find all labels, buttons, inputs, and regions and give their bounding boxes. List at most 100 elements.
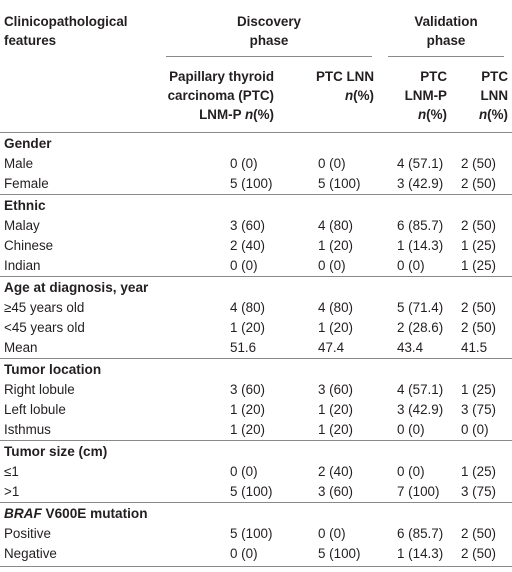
section-title: Gender (4, 136, 52, 151)
cell-value: 0 (0) (397, 422, 425, 437)
table-row: >1 5 (100) 3 (60) 7 (100) 3 (75) (0, 482, 512, 503)
row-label: Isthmus (4, 422, 51, 437)
row-label: ≤1 (4, 464, 19, 479)
cell-value: 0 (0) (158, 544, 280, 567)
cell-value: 5 (100) (318, 176, 361, 191)
cell-value: 0 (0) (461, 422, 489, 437)
section-header: BRAF V600E mutation (0, 502, 512, 524)
cell-value: 2 (50) (461, 218, 496, 233)
header-validation-lnn: PTC LNN n(%) (453, 50, 512, 133)
table-row: ≤1 0 (0) 2 (40) 0 (0) 1 (25) (0, 462, 512, 482)
cell-value: 43.4 (397, 340, 424, 355)
table-row: Left lobule 1 (20) 1 (20) 3 (42.9) 3 (75) (0, 400, 512, 420)
cell-value: 3 (42.9) (397, 402, 444, 417)
header-validation-lnmp: PTC LNM-P n(%) (380, 50, 453, 133)
row-label: Positive (4, 526, 51, 541)
header-validation-phase: Validation phase (380, 0, 512, 57)
cell-value: 0 (0) (230, 156, 258, 171)
cell-value: 4 (80) (230, 300, 265, 315)
cell-value: 2 (50) (461, 176, 496, 191)
cell-value: 1 (14.3) (380, 544, 453, 567)
table-row: Right lobule 3 (60) 3 (60) 4 (57.1) 1 (25) (0, 380, 512, 400)
header-discovery-lnmp: Papillary thyroid carcinoma (PTC) LNM-P … (158, 50, 280, 133)
header-blank (0, 50, 158, 133)
section-title: Ethnic (0, 194, 512, 216)
cell-value: 1 (25) (461, 464, 496, 479)
section-header: Tumor size (cm) (0, 440, 512, 462)
row-label: Mean (4, 340, 38, 355)
table-row: Chinese 2 (40) 1 (20) 1 (14.3) 1 (25) (0, 236, 512, 256)
row-label: Chinese (4, 238, 54, 253)
section-title: BRAF V600E mutation (0, 502, 512, 524)
cell-value: 7 (100) (397, 484, 440, 499)
section-header: Ethnic (0, 194, 512, 216)
row-label: >1 (4, 484, 20, 499)
cell-value: 3 (60) (318, 484, 353, 499)
section-title: Age at diagnosis, year (0, 276, 512, 298)
table-row: ≥45 years old 4 (80) 4 (80) 5 (71.4) 2 (50) (0, 298, 512, 318)
section-title: Tumor size (cm) (0, 440, 512, 462)
cell-value: 2 (50) (461, 320, 496, 335)
cell-value: 2 (40) (318, 464, 353, 479)
cell-value: 3 (60) (230, 382, 265, 397)
cell-value: 5 (100) (230, 526, 273, 541)
cell-value: 6 (85.7) (397, 218, 444, 233)
cell-value: 3 (75) (461, 402, 496, 417)
cell-value: 3 (60) (230, 218, 265, 233)
cell-value: 6 (85.7) (397, 526, 444, 541)
cell-value: 1 (20) (318, 402, 353, 417)
table-row: Male 0 (0) 0 (0) 4 (57.1) 2 (50) (0, 154, 512, 174)
cell-value: 3 (60) (318, 382, 353, 397)
cell-value: 1 (20) (230, 320, 265, 335)
section-header: Age at diagnosis, year (0, 276, 512, 298)
table-row: <45 years old 1 (20) 1 (20) 2 (28.6) 2 (50) (0, 318, 512, 338)
row-label: Female (4, 176, 49, 191)
row-label: Left lobule (4, 402, 66, 417)
cell-value: 4 (57.1) (397, 382, 444, 397)
table-row: Female 5 (100) 5 (100) 3 (42.9) 2 (50) (0, 174, 512, 195)
cell-value: 1 (25) (461, 382, 496, 397)
cell-value: 2 (40) (230, 238, 265, 253)
cell-value: 0 (0) (397, 258, 425, 273)
row-label: Malay (4, 218, 40, 233)
cell-value: 4 (57.1) (397, 156, 444, 171)
header-discovery-phase: Discovery phase (158, 0, 380, 57)
row-label: Right lobule (4, 382, 75, 397)
cell-value: 2 (50) (461, 526, 496, 541)
cell-value: 2 (50) (461, 300, 496, 315)
cell-value: 47.4 (318, 340, 345, 355)
cell-value: 0 (0) (397, 464, 425, 479)
cell-value: 4 (80) (318, 300, 353, 315)
cell-value: 1 (25) (461, 258, 496, 273)
cell-value: 1 (20) (318, 422, 353, 437)
cell-value: 41.5 (461, 340, 488, 355)
cell-value: 5 (100) (230, 484, 273, 499)
header-features: Clinicopathological features (4, 14, 128, 48)
cell-value: 1 (20) (230, 422, 265, 437)
cell-value: 1 (14.3) (397, 238, 444, 253)
cell-value: 0 (0) (318, 258, 346, 273)
cell-value: 5 (71.4) (397, 300, 444, 315)
section-title: Tumor location (0, 358, 512, 380)
table-row: Positive 5 (100) 0 (0) 6 (85.7) 2 (50) (0, 524, 512, 544)
cell-value: 2 (28.6) (397, 320, 444, 335)
table-row: Negative 0 (0) 5 (100) 1 (14.3) 2 (50) (0, 544, 512, 567)
cell-value: 2 (50) (461, 156, 496, 171)
section-header: Gender (0, 133, 512, 155)
cell-value: 0 (0) (318, 526, 346, 541)
cell-value: 5 (100) (230, 176, 273, 191)
table-row: Indian 0 (0) 0 (0) 0 (0) 1 (25) (0, 256, 512, 277)
cell-value: 1 (20) (230, 402, 265, 417)
row-label: <45 years old (4, 320, 85, 335)
cell-value: 4 (80) (318, 218, 353, 233)
row-label: Male (4, 156, 34, 171)
cell-value: 1 (25) (461, 238, 496, 253)
cell-value: 51.6 (230, 340, 257, 355)
cell-value: 1 (20) (318, 320, 353, 335)
table-row: Mean 51.6 47.4 43.4 41.5 (0, 338, 512, 359)
cell-value: 0 (0) (230, 258, 258, 273)
table-row: Malay 3 (60) 4 (80) 6 (85.7) 2 (50) (0, 216, 512, 236)
row-label: Negative (0, 544, 158, 567)
header-discovery-lnn: PTC LNN n(%) (280, 50, 380, 133)
